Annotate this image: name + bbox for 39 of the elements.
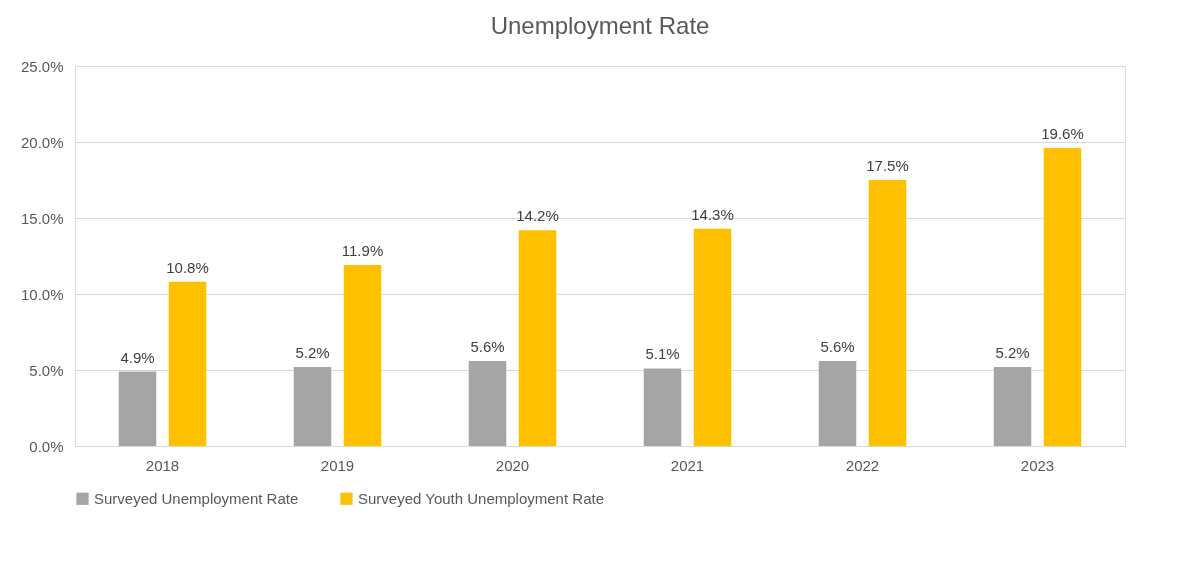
chart-title: Unemployment Rate (490, 12, 710, 39)
data-label: 5.2% (995, 343, 1030, 361)
y-tick-label: 25.0% (20, 57, 64, 75)
bar (1043, 148, 1082, 446)
data-label: 14.2% (516, 207, 559, 225)
x-tick-label: 2023 (1020, 456, 1055, 474)
data-label: 17.5% (866, 157, 909, 174)
x-tick-label: 2019 (320, 456, 355, 474)
y-tick-label: 5.0% (29, 361, 64, 379)
bar (168, 281, 207, 446)
y-tick-label: 0.0% (29, 437, 64, 455)
y-tick-label: 10.0% (20, 285, 64, 303)
bar (868, 180, 907, 446)
bar (818, 360, 857, 446)
bar (118, 371, 157, 446)
data-label: 5.6% (820, 337, 855, 355)
x-tick-label: 2022 (845, 456, 880, 474)
data-label: 5.2% (295, 343, 330, 361)
x-tick-label: 2018 (145, 456, 180, 474)
data-label: 5.6% (470, 337, 505, 355)
y-tick-label: 20.0% (20, 133, 64, 151)
legend-label: Surveyed Youth Unemployment Rate (358, 489, 604, 507)
legend-label: Surveyed Unemployment Rate (94, 489, 299, 507)
data-label: 4.9% (120, 348, 155, 366)
data-label: 19.6% (1041, 125, 1084, 143)
x-tick-label: 2021 (670, 456, 705, 474)
y-tick-label: 15.0% (20, 209, 64, 227)
data-label: 11.9% (341, 242, 384, 260)
bar (643, 368, 682, 446)
bar (993, 366, 1032, 446)
x-tick-label: 2020 (495, 456, 530, 474)
bar (293, 366, 332, 446)
data-label: 10.8% (166, 258, 209, 276)
bar (693, 228, 732, 446)
data-label: 5.1% (645, 345, 680, 363)
bar (518, 230, 557, 446)
data-label: 14.3% (691, 205, 734, 223)
bar (468, 360, 507, 446)
bar (343, 265, 382, 446)
